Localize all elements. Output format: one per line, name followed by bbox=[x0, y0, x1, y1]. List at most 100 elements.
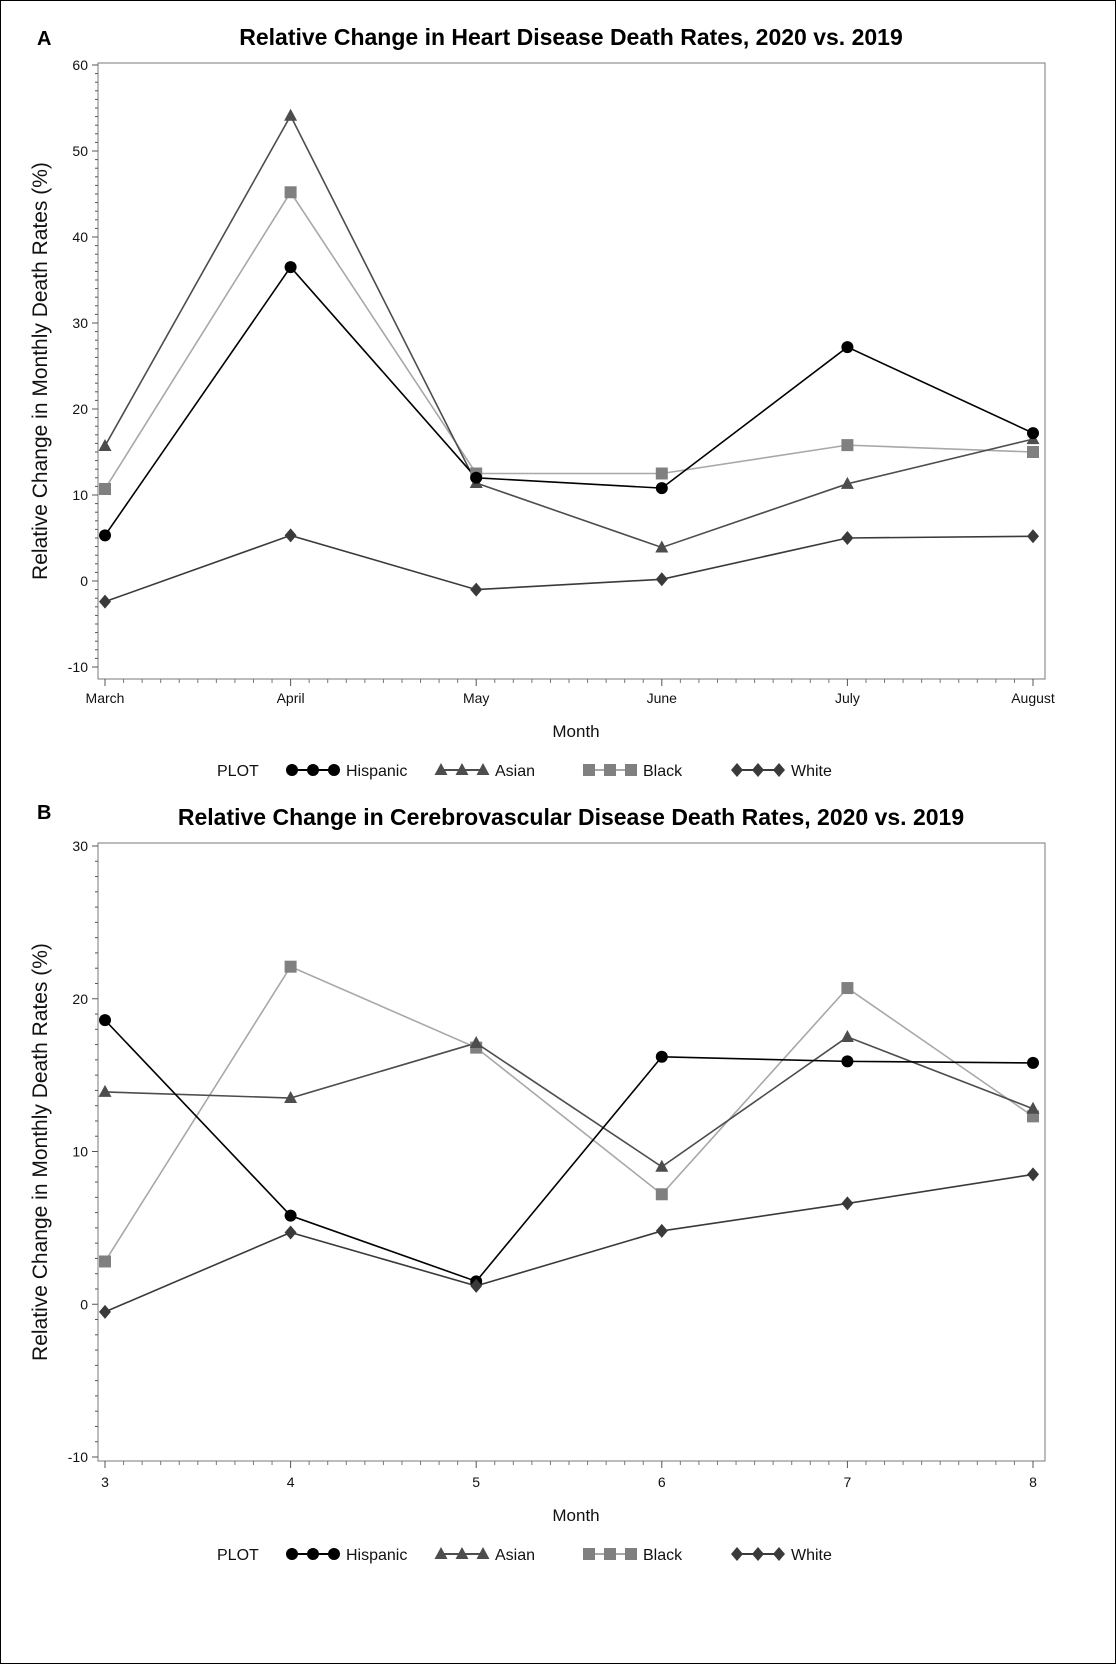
data-point-hispanic bbox=[655, 1050, 668, 1063]
x-tick-label: 3 bbox=[101, 1474, 109, 1490]
x-tick-label: May bbox=[463, 690, 489, 706]
data-point-white bbox=[655, 572, 668, 587]
data-point-white bbox=[284, 1225, 297, 1240]
legend-marker-black bbox=[583, 764, 595, 776]
x-tick-label: August bbox=[1011, 690, 1055, 706]
x-axis-title: Month bbox=[552, 722, 599, 741]
data-point-asian bbox=[840, 476, 854, 489]
legend-marker-white bbox=[773, 763, 785, 777]
legend-marker-white bbox=[752, 1547, 764, 1561]
data-point-hispanic bbox=[99, 1014, 111, 1027]
series-line-black bbox=[104, 190, 1034, 490]
legend-marker-hispanic bbox=[286, 764, 298, 776]
legend-marker-black bbox=[625, 1548, 637, 1560]
legend-marker-white bbox=[752, 763, 764, 777]
data-point-asian bbox=[469, 1036, 483, 1049]
x-tick-label: 7 bbox=[844, 1474, 852, 1490]
data-point-black bbox=[284, 960, 297, 973]
y-tick-label: 0 bbox=[80, 1296, 88, 1312]
y-tick-label: 40 bbox=[72, 229, 88, 245]
legend-marker-asian bbox=[434, 1547, 448, 1559]
data-point-black bbox=[841, 982, 854, 995]
data-point-black bbox=[99, 1255, 111, 1268]
panel-label: A bbox=[37, 28, 51, 50]
y-tick-label: 30 bbox=[72, 315, 88, 331]
legend: PLOT Hispanic Asian Black White bbox=[217, 763, 832, 780]
legend-marker-asian bbox=[476, 763, 490, 775]
data-point-white bbox=[655, 1223, 668, 1238]
data-point-white bbox=[284, 528, 297, 543]
plot-area-border bbox=[97, 842, 1046, 1462]
series-group bbox=[98, 960, 1040, 1319]
data-point-white bbox=[1027, 1167, 1039, 1182]
legend-marker-black bbox=[583, 1548, 595, 1560]
data-point-hispanic bbox=[1027, 1056, 1039, 1069]
x-tick-label: March bbox=[86, 690, 125, 706]
y-tick-label: 60 bbox=[72, 57, 88, 73]
legend-label-black: Black bbox=[643, 763, 683, 780]
data-point-white bbox=[841, 531, 854, 545]
chart-panel-a: A Relative Change in Heart Disease Death … bbox=[29, 24, 1055, 780]
data-point-hispanic bbox=[655, 482, 668, 495]
y-tick-label: 30 bbox=[72, 838, 88, 854]
data-point-black bbox=[1027, 446, 1039, 458]
series-line-asian bbox=[104, 1036, 1034, 1168]
data-point-hispanic bbox=[1027, 427, 1039, 440]
data-point-asian bbox=[284, 108, 298, 121]
x-tick-label: 4 bbox=[287, 1474, 295, 1490]
legend-label-asian: Asian bbox=[495, 763, 535, 780]
data-point-asian bbox=[655, 540, 669, 553]
data-point-black bbox=[655, 1188, 668, 1201]
x-tick-label: July bbox=[835, 690, 860, 706]
plot-area-border bbox=[97, 62, 1046, 680]
y-tick-label: -10 bbox=[68, 1449, 88, 1465]
y-axis: 30 20 10 0 -10 bbox=[68, 838, 98, 1465]
legend: PLOT Hispanic Asian Black White bbox=[217, 1547, 832, 1564]
legend-label-asian: Asian bbox=[495, 1547, 535, 1564]
legend-marker-asian bbox=[434, 763, 448, 775]
y-tick-label: 10 bbox=[72, 487, 88, 503]
x-tick-label: April bbox=[277, 690, 305, 706]
y-tick-label: 10 bbox=[72, 1144, 88, 1160]
series-line-asian bbox=[104, 114, 1034, 549]
data-point-hispanic bbox=[284, 1209, 297, 1222]
data-point-hispanic bbox=[470, 471, 483, 484]
legend-marker-white bbox=[731, 1547, 743, 1561]
series-line-white bbox=[104, 1173, 1034, 1313]
data-point-white bbox=[841, 1196, 854, 1211]
legend-label-white: White bbox=[791, 763, 832, 780]
y-tick-label: 20 bbox=[72, 401, 88, 417]
chart-title: Relative Change in Cerebrovascular Disea… bbox=[178, 804, 964, 830]
data-point-asian bbox=[1026, 1101, 1040, 1114]
legend-marker-black bbox=[604, 1548, 616, 1560]
legend-marker-hispanic bbox=[307, 764, 319, 776]
y-tick-label: -10 bbox=[68, 659, 88, 675]
x-axis-title: Month bbox=[552, 1506, 599, 1525]
data-point-black bbox=[284, 186, 297, 199]
legend-label-white: White bbox=[791, 1547, 832, 1564]
series-line-black bbox=[104, 965, 1034, 1262]
data-point-hispanic bbox=[99, 529, 111, 542]
y-axis-title: Relative Change in Monthly Death Rates (… bbox=[29, 162, 52, 580]
data-point-white bbox=[99, 1304, 111, 1319]
legend-marker-white bbox=[773, 1547, 785, 1561]
chart-title: Relative Change in Heart Disease Death R… bbox=[239, 24, 903, 50]
legend-label-black: Black bbox=[643, 1547, 683, 1564]
x-axis: March April May June July August bbox=[86, 679, 1055, 706]
legend-label-hispanic: Hispanic bbox=[346, 1547, 407, 1564]
data-point-asian bbox=[98, 438, 112, 451]
series-line-hispanic bbox=[104, 265, 1034, 536]
legend-label-hispanic: Hispanic bbox=[346, 763, 407, 780]
data-point-hispanic bbox=[841, 1055, 854, 1068]
y-tick-label: 0 bbox=[80, 573, 88, 589]
data-point-white bbox=[470, 582, 483, 597]
data-point-white bbox=[99, 594, 111, 609]
x-tick-label: June bbox=[647, 690, 678, 706]
y-tick-label: 50 bbox=[72, 143, 88, 159]
x-tick-label: 6 bbox=[658, 1474, 666, 1490]
legend-marker-hispanic bbox=[328, 764, 340, 776]
data-point-asian bbox=[98, 1084, 112, 1097]
legend-marker-hispanic bbox=[328, 1548, 340, 1560]
panel-label: B bbox=[37, 802, 51, 824]
legend-marker-asian bbox=[455, 1547, 469, 1559]
